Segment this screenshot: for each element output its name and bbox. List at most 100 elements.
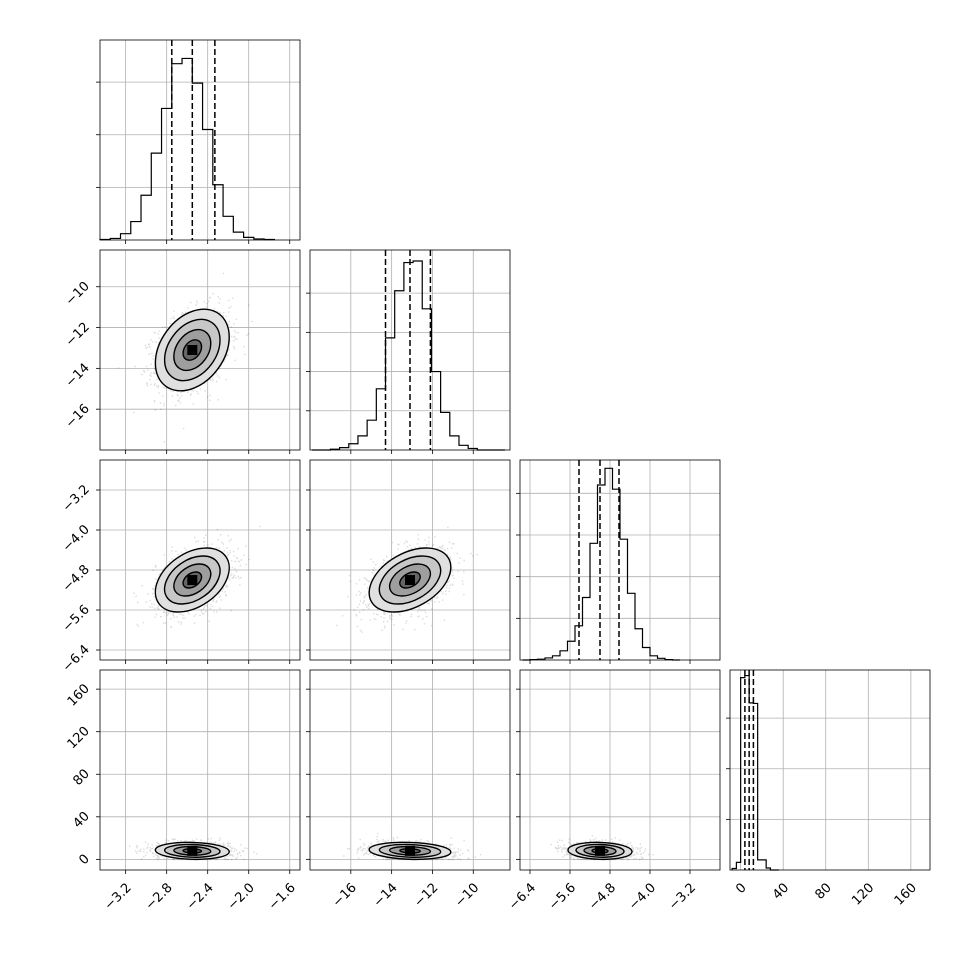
histogram-bin [643,648,651,661]
contour-line [378,843,442,858]
histogram-bin [598,485,606,660]
panel-frame [729,669,931,871]
contour-line [163,555,221,605]
histogram-bin [151,153,161,240]
x-tick-label: −14 [371,880,401,910]
panel-frame [309,249,511,451]
histogram-step-line [99,57,275,241]
histogram-bin [367,420,376,450]
histogram-bin [568,641,576,660]
panel-frame [309,459,511,661]
panel-frame [99,39,301,241]
panel-content [100,460,300,660]
contour-line [388,563,432,597]
y-tick-label: −5.6 [60,602,93,635]
y-tick-label: −6.4 [60,642,93,675]
y-tick-label: −4.0 [60,522,93,555]
histogram-bin [762,860,766,870]
y-tick-label: 80 [71,766,93,788]
histogram-step-line [731,674,779,871]
y-tick-label: −12 [63,320,93,350]
histogram-panel-3 [726,669,931,871]
contour-line [163,843,221,858]
histogram-bin [650,656,658,660]
histogram-bin [233,232,243,240]
histogram-step-line [312,260,505,451]
histogram-bin [182,58,192,240]
x-tick-label: −6.4 [506,880,539,913]
density-panel-0-1 [96,249,301,454]
contour-line [182,339,203,361]
panel-content [520,670,720,870]
contour-line [399,571,421,589]
histogram-bin [376,389,385,450]
x-tick-label: −4.8 [586,880,619,913]
x-tick-label: −2.4 [184,880,217,913]
density-peak [187,345,198,355]
density-peak [405,575,415,585]
contour-line [154,841,230,861]
x-tick-label: −2.8 [143,880,176,913]
x-tick-label: −2.0 [225,880,258,913]
y-tick-label: −10 [63,279,93,309]
x-tick-label: −10 [452,880,482,910]
density-panel-0-2 [96,459,301,664]
histogram-bin [736,862,740,870]
x-tick-label: 40 [770,880,792,902]
histogram-bin [605,468,613,660]
contour-line [368,547,452,613]
x-tick-label: 160 [892,880,920,908]
contour-line [378,555,442,605]
histogram-bin [386,338,395,450]
contour-line [173,328,212,372]
y-tick-label: −16 [63,401,93,431]
density-peak [187,845,198,856]
y-tick-label: 120 [65,724,93,752]
panel-frame [309,669,511,871]
contour-line [368,841,452,861]
histogram-bin [583,598,591,661]
x-tick-label: 80 [812,880,834,902]
histogram-bin [628,593,636,660]
histogram-bin [620,539,628,660]
density-panel-2-3 [516,669,721,874]
density-peak [187,575,198,585]
histogram-bin [758,860,762,870]
panel-content [100,250,300,450]
histogram-bin [450,436,459,450]
histogram-bin [395,291,404,450]
panel-frame [519,669,721,871]
histogram-panel-2 [516,459,721,664]
panel-content [310,670,510,870]
panel-content [100,670,300,870]
x-tick-label: −12 [411,880,441,910]
histogram-bin [172,64,182,240]
histogram-bin [459,445,468,450]
histogram-step-line [522,467,680,661]
contour-line [154,308,230,392]
contour-line [182,571,203,589]
histogram-bin [223,216,233,240]
y-tick-label: −4.8 [60,562,93,595]
y-tick-label: 40 [71,809,93,831]
histogram-bin [560,651,568,660]
y-tick-label: 160 [65,681,93,709]
x-tick-label: −1.6 [266,880,299,913]
x-tick-label: 0 [733,880,749,896]
histogram-bin [553,656,561,660]
contour-line [173,563,212,597]
contour-line [163,318,221,382]
density-peak [595,845,605,856]
panel-content [310,460,510,660]
contour-line [567,841,633,861]
histogram-bin [349,444,358,450]
histogram-bin [192,83,202,240]
x-tick-label: 120 [849,880,877,908]
panel-frame [99,459,301,661]
density-panel-1-2 [306,459,511,664]
y-tick-label: −3.2 [60,482,93,515]
histogram-bin [413,261,422,450]
histogram-bin [141,195,151,240]
histogram-bin [441,412,450,450]
